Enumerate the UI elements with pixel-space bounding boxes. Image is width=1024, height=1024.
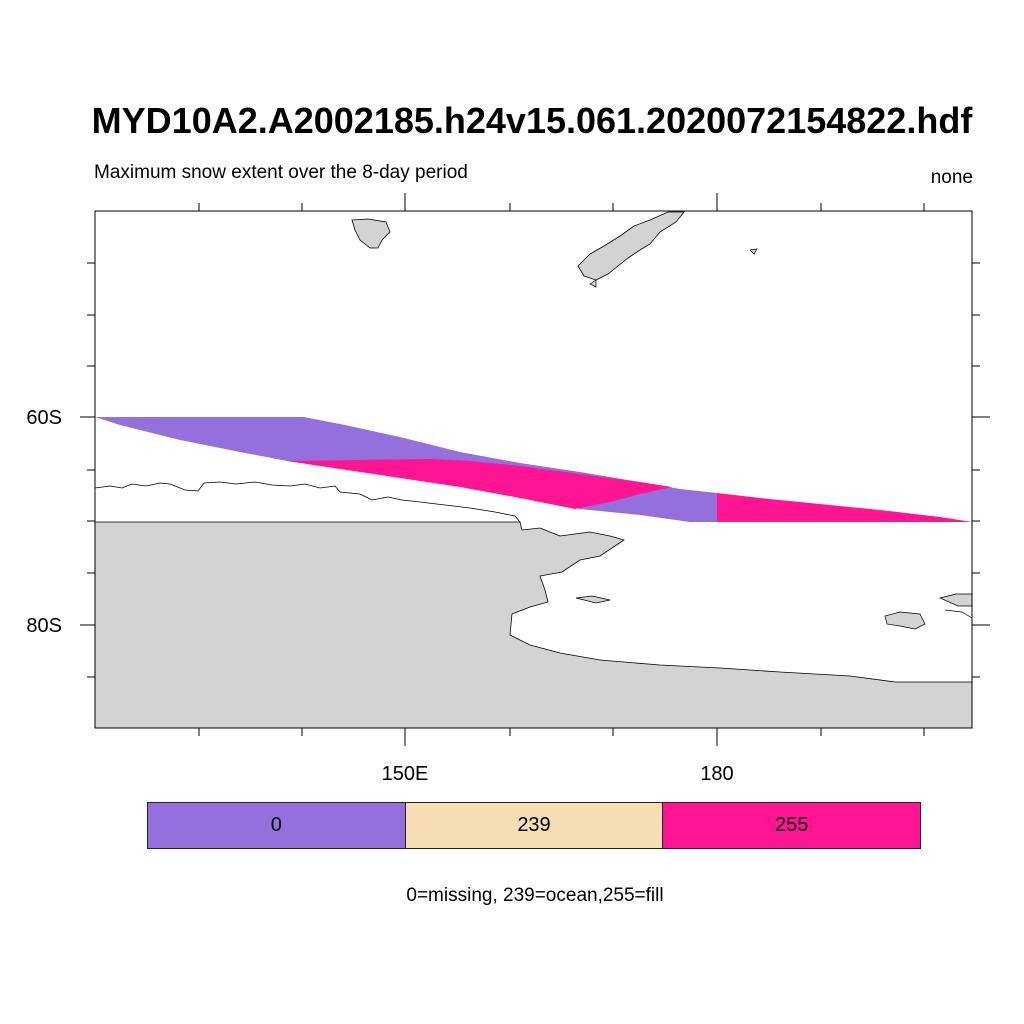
tasmania-island (351, 218, 391, 249)
ice-island (884, 611, 926, 630)
lon-label-150e: 150E (382, 763, 429, 785)
color-legend: 0 239 255 (147, 802, 921, 849)
legend-box-ocean: 239 (405, 803, 664, 848)
lat-label-60s: 60S (26, 407, 62, 429)
legend-label: 239 (517, 814, 551, 836)
legend-box-fill: 255 (663, 803, 921, 848)
new-zealand-island (577, 211, 685, 281)
antarctic-coastline (94, 481, 521, 523)
legend-box-missing: 0 (148, 803, 406, 848)
stewart-island (589, 279, 597, 288)
lat-label-80s: 80S (26, 615, 62, 637)
map-subtitle: Maximum snow extent over the 8-day perio… (94, 162, 468, 183)
tick-marks (80, 193, 990, 746)
swath-fill-center (287, 459, 672, 509)
units-label: none (930, 167, 973, 188)
ice-shelf-edge (944, 609, 973, 619)
lon-label-180: 180 (700, 763, 733, 785)
ice-island (938, 593, 973, 607)
legend-label: 255 (774, 814, 809, 836)
swath-fill-right (717, 493, 972, 522)
legend-footnote: 0=missing, 239=ocean,255=fill (406, 885, 664, 906)
ice-island (575, 595, 611, 604)
legend-label: 0 (270, 814, 282, 836)
map-title: MYD10A2.A2002185.h24v15.061.202007215482… (91, 100, 973, 141)
small-island (749, 248, 758, 255)
antarctica-land (94, 521, 973, 729)
